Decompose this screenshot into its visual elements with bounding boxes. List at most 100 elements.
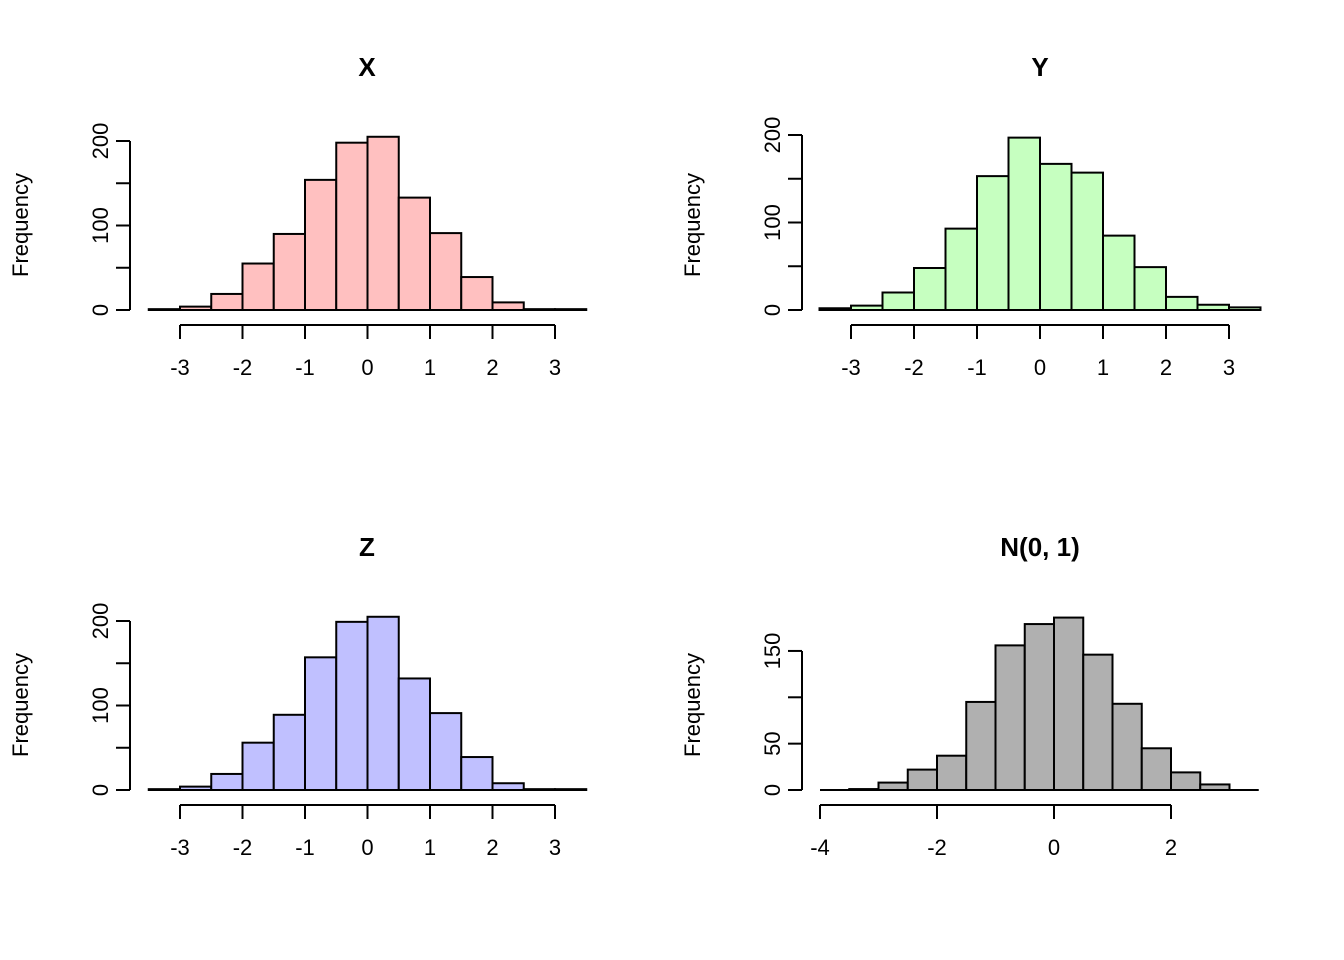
histogram-bar [1140, 747, 1172, 791]
y-tick-label: 150 [760, 633, 785, 670]
y-tick-label: 200 [88, 603, 113, 640]
histogram-bar [818, 307, 852, 311]
panel-x-histogram: X Frequency -3 -2 -1 0 1 2 3 0 100 200 [8, 52, 588, 380]
panel-normal-histogram: N(0, 1) Frequency -4 -2 0 2 0 50 150 [680, 532, 1259, 860]
histogram-bar [335, 620, 369, 791]
histogram-bar [522, 788, 556, 792]
x-tick-label: 2 [1165, 835, 1177, 860]
histogram-bar [554, 788, 588, 792]
y-tick-label: 50 [760, 731, 785, 755]
panel-z-histogram: Z Frequency -3 -2 -1 0 1 2 3 0 100 200 [8, 532, 588, 860]
y-axis-label: Frequency [680, 653, 705, 757]
x-tick-label: 2 [1160, 355, 1172, 380]
histogram-bar [1023, 623, 1055, 792]
histogram-bar [1228, 306, 1262, 311]
y-tick-label: 100 [88, 687, 113, 724]
histogram-bar [210, 772, 244, 792]
histogram-bar [397, 196, 431, 312]
x-tick-label: -1 [295, 355, 315, 380]
histogram-bar [848, 788, 880, 791]
y-axis-label: Frequency [680, 173, 705, 277]
x-tick-label: 1 [1097, 355, 1109, 380]
histogram-bar [850, 304, 884, 311]
histogram-bar [179, 785, 213, 791]
histogram-bar [147, 788, 181, 792]
x-tick-label: 3 [549, 835, 561, 860]
panel-title: X [358, 52, 376, 82]
histogram-bar [460, 276, 494, 312]
histogram-bar [272, 713, 306, 791]
histogram-bar [1082, 653, 1114, 792]
histogram-bar [397, 677, 431, 792]
histogram-bar [491, 782, 525, 791]
histogram-bar [1111, 702, 1143, 791]
panel-title: Z [359, 532, 375, 562]
histogram-bar [304, 178, 338, 311]
histogram-bar [272, 232, 306, 311]
x-tick-label: 0 [361, 835, 373, 860]
y-axis-label: Frequency [8, 653, 33, 757]
histogram-bar [1007, 136, 1041, 311]
histogram-bar [944, 227, 978, 311]
histogram-bar [1170, 771, 1202, 792]
panel-title: N(0, 1) [1000, 532, 1079, 562]
y-axis-label: Frequency [8, 173, 33, 277]
histogram-bar [936, 754, 968, 791]
histogram-bar [1070, 171, 1104, 311]
histogram-bar [429, 232, 463, 311]
x-tick-label: -1 [967, 355, 987, 380]
x-tick-label: 1 [424, 355, 436, 380]
histogram-bar [522, 308, 556, 311]
x-tick-label: 3 [1223, 355, 1235, 380]
x-tick-label: -2 [927, 835, 947, 860]
histogram-bar [881, 291, 915, 311]
histogram-bar [366, 615, 400, 792]
histogram-bar [1199, 783, 1231, 791]
x-tick-label: -3 [841, 355, 861, 380]
y-tick-label: 100 [88, 207, 113, 244]
histogram-bar [210, 292, 244, 312]
histogram-bar [179, 305, 213, 311]
histogram-bar [335, 141, 369, 311]
histogram-bar [304, 656, 338, 792]
histogram-bar [429, 712, 463, 791]
histogram-bar [1053, 616, 1085, 791]
histogram-bar [877, 781, 909, 791]
histogram-bar [1133, 266, 1167, 311]
x-tick-label: -2 [904, 355, 924, 380]
histogram-bar [241, 262, 275, 311]
panel-y-histogram: Y Frequency -3 -2 -1 0 1 2 3 0 100 200 [680, 52, 1262, 380]
y-tick-label: 100 [760, 204, 785, 241]
histogram-bar [913, 267, 947, 311]
histogram-bar [1102, 234, 1136, 311]
y-tick-label: 0 [88, 304, 113, 316]
histogram-bar [460, 756, 494, 791]
x-tick-label: -1 [295, 835, 315, 860]
histogram-bar [366, 135, 400, 311]
x-tick-label: 0 [361, 355, 373, 380]
histogram-bar [241, 741, 275, 791]
histogram-bar [1165, 295, 1199, 311]
histogram-bar [1196, 303, 1230, 311]
y-tick-label: 200 [760, 117, 785, 154]
histogram-bar [976, 175, 1010, 311]
histogram-bar [965, 700, 997, 791]
y-tick-label: 0 [88, 784, 113, 796]
y-tick-label: 0 [760, 784, 785, 796]
histogram-bar [491, 301, 525, 311]
x-tick-label: -3 [170, 835, 190, 860]
x-tick-label: 3 [549, 355, 561, 380]
x-tick-label: -2 [233, 835, 253, 860]
x-tick-label: 0 [1034, 355, 1046, 380]
x-tick-label: -4 [810, 835, 830, 860]
y-tick-label: 0 [760, 304, 785, 316]
panel-title: Y [1031, 52, 1048, 82]
histogram-bar [906, 768, 938, 792]
histogram-bar [147, 308, 181, 311]
x-tick-label: 2 [486, 355, 498, 380]
x-tick-label: -3 [170, 355, 190, 380]
x-tick-label: -2 [233, 355, 253, 380]
x-tick-label: 1 [424, 835, 436, 860]
histogram-bar [1039, 162, 1073, 311]
